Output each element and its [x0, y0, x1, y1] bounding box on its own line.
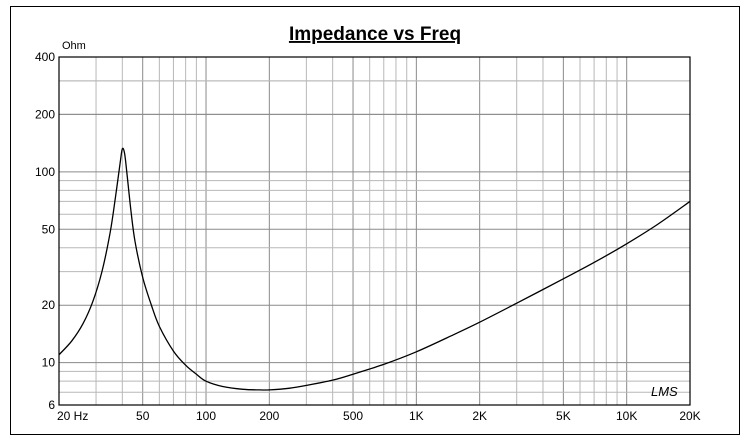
x-tick-label: 20 Hz — [57, 409, 88, 423]
x-tick-label: 100 — [196, 409, 216, 423]
lms-signature: LMS — [651, 384, 678, 399]
y-tick-label: 50 — [42, 222, 56, 236]
x-tick-label: 50 — [136, 409, 150, 423]
y-tick-label: 400 — [35, 50, 55, 64]
plot-area-border — [58, 56, 691, 406]
y-tick-label: 200 — [35, 107, 55, 121]
y-tick-label: 10 — [42, 356, 56, 370]
x-tick-labels: 20 Hz 50 100 200 500 1K 2K 5K 10K 20K — [57, 409, 701, 423]
x-tick-label: 5K — [556, 409, 571, 423]
chart-title: Impedance vs Freq — [289, 24, 461, 45]
x-tick-label: 1K — [409, 409, 424, 423]
y-tick-label: 100 — [35, 165, 55, 179]
y-tick-labels: 400 200 100 50 20 10 6 — [35, 50, 55, 412]
y-tick-label: 20 — [42, 298, 56, 312]
x-tick-label: 2K — [472, 409, 487, 423]
x-tick-label: 10K — [616, 409, 637, 423]
x-tick-label: 200 — [259, 409, 279, 423]
y-tick-label: 6 — [48, 398, 55, 412]
grid — [59, 57, 690, 405]
impedance-series-line — [58, 147, 691, 391]
x-tick-label: 20K — [679, 409, 700, 423]
y-axis-unit-label: Ohm — [62, 40, 86, 52]
x-tick-label: 500 — [343, 409, 363, 423]
series-group — [58, 147, 691, 391]
